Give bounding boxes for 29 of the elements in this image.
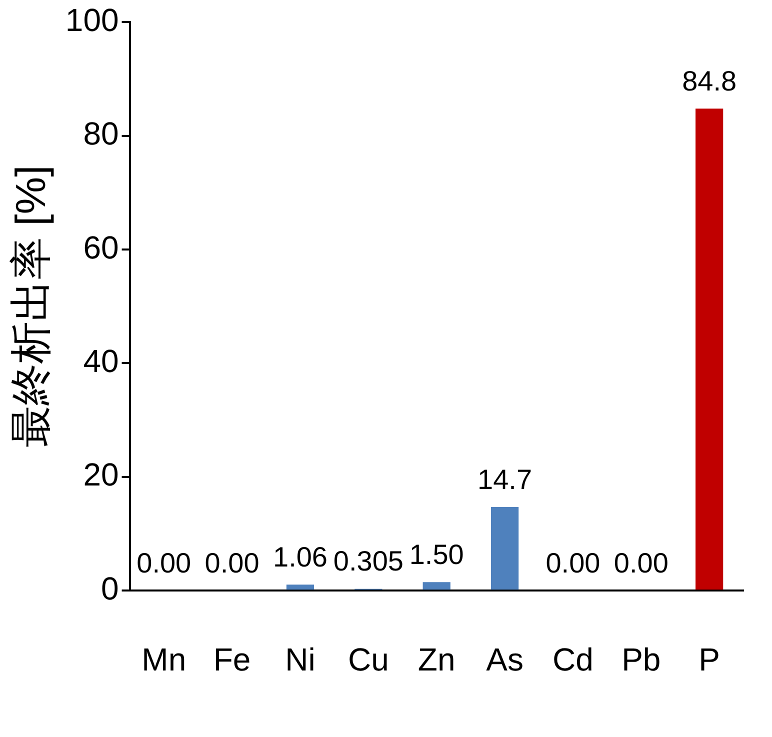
data-label: 0.305 xyxy=(333,546,404,577)
y-axis-title: 最終析出率 [%] xyxy=(6,165,54,448)
bar xyxy=(422,582,450,590)
x-tick-label: Cu xyxy=(348,642,389,678)
y-tick-label: 0 xyxy=(100,570,119,606)
y-tick-label: 80 xyxy=(83,116,119,152)
x-tick-label: Ni xyxy=(285,642,316,678)
data-label: 0.00 xyxy=(136,547,192,578)
x-tick-label: As xyxy=(486,642,524,678)
data-label: 0.00 xyxy=(204,547,260,578)
bar xyxy=(286,584,314,590)
x-tick-label: Zn xyxy=(418,642,456,678)
y-tick-label: 100 xyxy=(65,2,119,38)
data-label: 0.00 xyxy=(614,547,668,578)
x-tick-label: Fe xyxy=(213,642,251,678)
bar xyxy=(696,108,724,590)
y-tick-label: 60 xyxy=(83,229,119,266)
x-tick-label: Cd xyxy=(552,642,594,678)
data-label: 1.06 xyxy=(272,541,328,572)
data-label: 84.8 xyxy=(682,65,737,96)
x-tick-label: Pb xyxy=(622,642,661,678)
data-label: 14.7 xyxy=(478,464,532,495)
data-label: 0.00 xyxy=(546,547,600,578)
y-tick-label: 20 xyxy=(83,456,119,493)
bar xyxy=(490,507,519,590)
y-tick-label: 40 xyxy=(83,343,119,380)
x-tick-label: Mn xyxy=(142,642,186,678)
x-tick-label: P xyxy=(698,642,720,678)
data-label: 1.50 xyxy=(409,538,464,570)
